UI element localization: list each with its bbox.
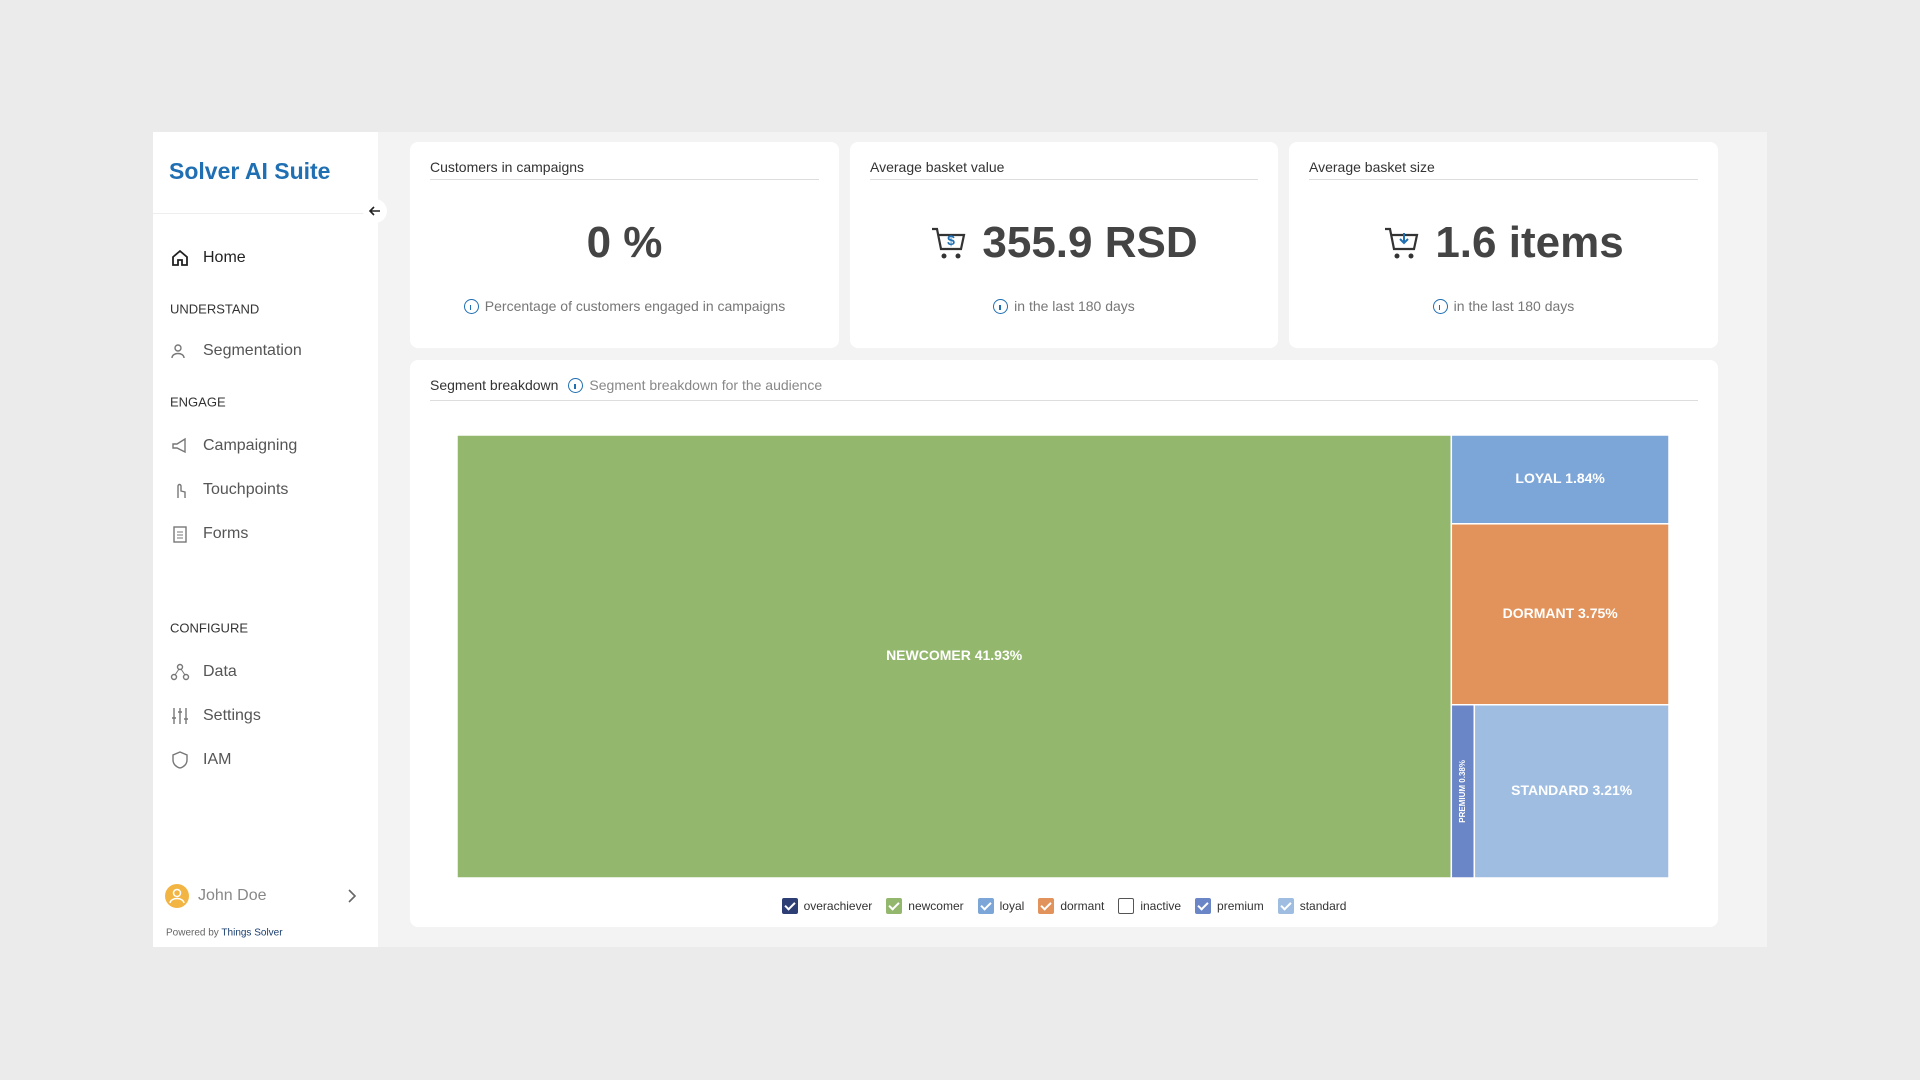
kpi-card: Customers in campaigns 0 % Percentage of…	[410, 142, 839, 348]
brand: Solver AI Suite	[169, 158, 331, 184]
card-title: Customers in campaigns	[430, 159, 585, 175]
panel-title-row: Segment breakdown Segment breakdown for t…	[430, 377, 822, 393]
legend-label: standard	[1299, 899, 1347, 913]
icon	[177, 483, 186, 498]
avatar[interactable]	[165, 884, 189, 908]
tile-label: PREMIUM 0.38%	[1458, 760, 1467, 823]
divider	[430, 400, 1698, 401]
legend-item[interactable]: newcomer	[886, 898, 964, 914]
expand-icon[interactable]	[345, 888, 359, 904]
user-name[interactable]: John Doe	[198, 887, 267, 904]
note-text: in the last 180 days	[1453, 298, 1575, 314]
tile-label: LOYAL 1.84%	[1515, 470, 1605, 486]
card-title: Average basket size	[1309, 159, 1435, 175]
legend-item[interactable]: premium	[1195, 898, 1264, 914]
icon	[172, 708, 188, 724]
cart-icon	[1385, 227, 1419, 259]
collapse-button[interactable]	[362, 198, 388, 224]
divider	[1309, 179, 1698, 180]
note-text: Percentage of customers engaged in campa…	[484, 298, 786, 314]
kpi-value: 1.6 items	[1289, 218, 1718, 268]
info-icon[interactable]	[1432, 299, 1448, 314]
kpi-text: 1.6 items	[1435, 218, 1624, 267]
section-title: UNDERSTAND	[170, 301, 260, 317]
tile-label: STANDARD 3.21%	[1511, 782, 1633, 798]
nav-item[interactable]: Settings	[203, 707, 261, 724]
section-title: CONFIGURE	[170, 620, 248, 636]
nav-item[interactable]: Data	[203, 663, 237, 680]
icon	[172, 437, 186, 454]
panel-title: Segment breakdown	[430, 377, 559, 393]
icon	[173, 526, 187, 543]
kpi-card: Average basket size 1.6 items in the las…	[1289, 142, 1718, 348]
legend-checkbox[interactable]	[886, 898, 903, 914]
legend-label: inactive	[1140, 899, 1182, 913]
kpi-note: in the last 180 days	[1289, 298, 1718, 314]
nav-item[interactable]: Touchpoints	[203, 481, 289, 498]
legend-label: newcomer	[908, 899, 964, 913]
legend-checkbox[interactable]	[1277, 898, 1294, 914]
legend-label: dormant	[1060, 899, 1105, 913]
nav-item[interactable]: Forms	[203, 525, 249, 542]
legend-item[interactable]: standard	[1277, 898, 1347, 914]
treemap-tile	[457, 435, 1453, 878]
card-title: Average basket value	[870, 159, 1005, 175]
nav-home[interactable]: Home	[203, 249, 246, 266]
legend-item[interactable]: inactive	[1118, 898, 1181, 914]
legend-item[interactable]: dormant	[1038, 898, 1104, 914]
icon	[171, 344, 185, 359]
icon	[170, 663, 190, 681]
powered-by: Powered by Things Solver	[166, 928, 283, 939]
legend-label: loyal	[999, 899, 1025, 913]
kpi-text: 355.9 RSD	[982, 218, 1198, 267]
legend-checkbox[interactable]	[1195, 898, 1212, 914]
powered-company[interactable]: Things Solver	[221, 927, 283, 939]
kpi-note: Percentage of customers engaged in campa…	[410, 298, 839, 314]
note-text: in the last 180 days	[1014, 298, 1135, 314]
legend-checkbox[interactable]	[781, 898, 798, 914]
kpi-card: Average basket value $355.9 RSD in the l…	[850, 142, 1278, 348]
svg-text:$: $	[947, 232, 955, 248]
legend-label: premium	[1217, 899, 1264, 913]
tile-label: NEWCOMER 41.93%	[886, 647, 1023, 663]
legend-item[interactable]: loyal	[977, 898, 1025, 914]
panel-subtitle: Segment breakdown for the audience	[589, 377, 823, 393]
kpi-note: in the last 180 days	[850, 298, 1278, 314]
section-title: ENGAGE	[170, 394, 226, 410]
legend-checkbox[interactable]	[977, 898, 994, 914]
info-icon[interactable]	[993, 299, 1009, 314]
separator	[153, 213, 378, 214]
nav-item[interactable]: Campaigning	[203, 437, 298, 454]
treemap-tile	[1473, 704, 1669, 878]
icon	[172, 751, 188, 769]
legend: overachiever newcomer loyal dormant inactive…	[410, 898, 1718, 914]
legend-checkbox[interactable]	[1038, 898, 1055, 914]
legend-item[interactable]: overachiever	[781, 898, 873, 914]
treemap: NEWCOMER 41.93% LOYAL 1.84% DORMANT 3.75% P…	[457, 435, 1669, 878]
kpi-value: 0 %	[586, 218, 663, 267]
info-icon[interactable]	[463, 299, 479, 314]
divider	[430, 179, 819, 180]
divider	[870, 179, 1258, 180]
tile-label: DORMANT 3.75%	[1503, 605, 1619, 621]
kpi-value: $355.9 RSD	[850, 218, 1278, 268]
cart-icon: $	[932, 227, 966, 259]
sidebar: Solver AI Suite Home UNDERSTAND Segmenta…	[153, 132, 378, 947]
legend-label: overachiever	[803, 899, 873, 913]
info-icon[interactable]	[568, 378, 584, 393]
legend-checkbox[interactable]	[1118, 898, 1135, 914]
nav-item[interactable]: IAM	[203, 751, 232, 768]
home-icon	[172, 249, 188, 266]
nav-item[interactable]: Segmentation	[203, 342, 302, 359]
powered-text: Powered by	[166, 927, 219, 939]
